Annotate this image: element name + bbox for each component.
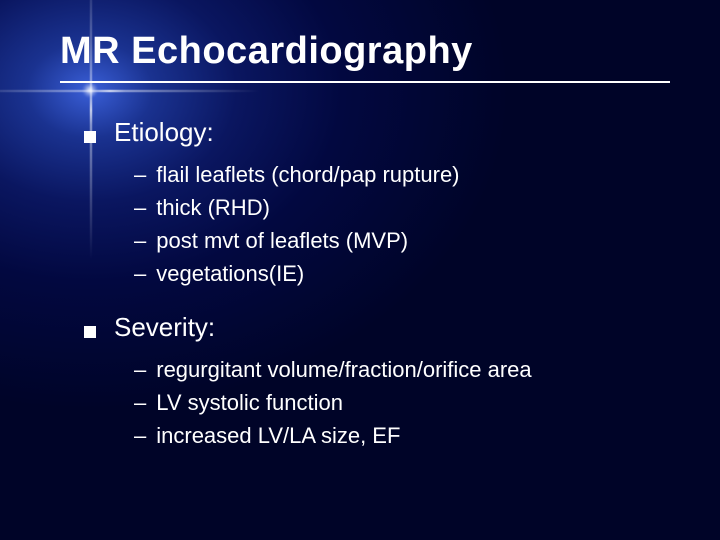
title-underline — [60, 81, 670, 83]
slide-container: MR Echocardiography Etiology: – flail le… — [0, 0, 720, 540]
dash-icon: – — [134, 257, 146, 290]
list-item-text: increased LV/LA size, EF — [156, 419, 400, 452]
list-item-text: flail leaflets (chord/pap rupture) — [156, 158, 459, 191]
list-item-text: regurgitant volume/fraction/orifice area — [156, 353, 531, 386]
bullet-heading: Etiology: — [114, 117, 214, 148]
list-item: – LV systolic function — [134, 386, 670, 419]
list-item: – flail leaflets (chord/pap rupture) — [134, 158, 670, 191]
list-item: – vegetations(IE) — [134, 257, 670, 290]
dash-icon: – — [134, 419, 146, 452]
bullet-severity: Severity: — [84, 312, 670, 343]
list-item-text: LV systolic function — [156, 386, 343, 419]
bullet-heading: Severity: — [114, 312, 215, 343]
slide-body: Etiology: – flail leaflets (chord/pap ru… — [60, 117, 670, 452]
list-item-text: post mvt of leaflets (MVP) — [156, 224, 408, 257]
square-bullet-icon — [84, 326, 96, 338]
dash-icon: – — [134, 158, 146, 191]
list-item: – thick (RHD) — [134, 191, 670, 224]
square-bullet-icon — [84, 131, 96, 143]
list-item: – increased LV/LA size, EF — [134, 419, 670, 452]
dash-icon: – — [134, 353, 146, 386]
list-item: – regurgitant volume/fraction/orifice ar… — [134, 353, 670, 386]
list-item-text: thick (RHD) — [156, 191, 270, 224]
dash-icon: – — [134, 386, 146, 419]
slide-title: MR Echocardiography — [60, 30, 670, 73]
dash-icon: – — [134, 224, 146, 257]
bullet-etiology: Etiology: — [84, 117, 670, 148]
etiology-sublist: – flail leaflets (chord/pap rupture) – t… — [84, 158, 670, 290]
dash-icon: – — [134, 191, 146, 224]
list-item-text: vegetations(IE) — [156, 257, 304, 290]
severity-sublist: – regurgitant volume/fraction/orifice ar… — [84, 353, 670, 452]
list-item: – post mvt of leaflets (MVP) — [134, 224, 670, 257]
